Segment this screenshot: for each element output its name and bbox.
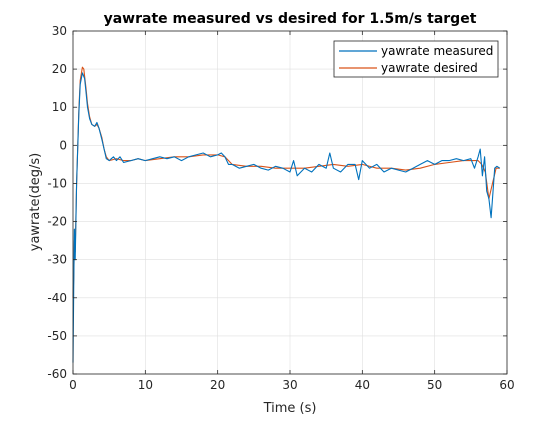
series-layer (72, 66, 501, 363)
legend-label-measured: yawrate measured (381, 44, 493, 58)
legend: yawrate measured yawrate desired (333, 40, 499, 78)
y-tick-label: 20 (52, 62, 67, 76)
x-tick-label: 40 (355, 378, 370, 392)
y-tick-label: 0 (59, 138, 67, 152)
x-tick-label: 50 (427, 378, 442, 392)
x-tick-label: 10 (138, 378, 153, 392)
x-tick-label: 20 (210, 378, 225, 392)
legend-label-desired: yawrate desired (381, 61, 478, 75)
x-tick-label: 30 (282, 378, 297, 392)
y-tick-label: -10 (47, 176, 67, 190)
y-tick-label: 30 (52, 24, 67, 38)
y-tick-label: -40 (47, 291, 67, 305)
ticks: 0 10 20 30 40 50 60 30 20 10 0 -10 -20 -30 -40 -50 -60 (47, 24, 514, 392)
series-line-yawrate-measured (72, 72, 501, 363)
chart-title: yawrate measured vs desired for 1.5m/s t… (104, 11, 477, 27)
legend-box (333, 40, 499, 78)
y-axis-label: yawrate(deg/s) (28, 153, 43, 252)
y-tick-label: -30 (47, 253, 67, 267)
x-axis-label: Time (s) (263, 401, 317, 416)
y-tick-label: 10 (52, 100, 67, 114)
x-tick-label: 60 (499, 378, 514, 392)
y-tick-label: -50 (47, 329, 67, 343)
y-tick-label: -60 (47, 367, 67, 381)
x-tick-label: 0 (69, 378, 77, 392)
y-tick-label: -20 (47, 215, 67, 229)
